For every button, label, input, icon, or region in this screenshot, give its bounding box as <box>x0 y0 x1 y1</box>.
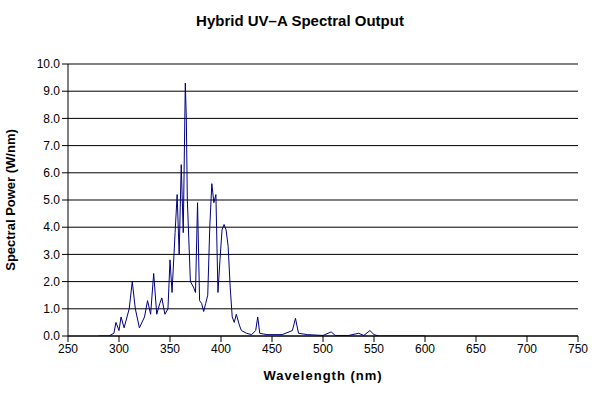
svg-text:550: 550 <box>364 342 384 356</box>
svg-text:400: 400 <box>211 342 231 356</box>
svg-text:500: 500 <box>313 342 333 356</box>
svg-text:1.0: 1.0 <box>43 302 60 316</box>
svg-text:7.0: 7.0 <box>43 139 60 153</box>
svg-text:Spectral Power (W/nm): Spectral Power (W/nm) <box>8 129 18 271</box>
svg-text:4.0: 4.0 <box>43 220 60 234</box>
svg-text:0.0: 0.0 <box>43 329 60 343</box>
svg-text:8.0: 8.0 <box>43 112 60 126</box>
svg-text:10.0: 10.0 <box>37 57 61 71</box>
svg-text:9.0: 9.0 <box>43 84 60 98</box>
svg-text:Wavelength (nm): Wavelength (nm) <box>263 368 382 383</box>
svg-text:3.0: 3.0 <box>43 248 60 262</box>
svg-text:350: 350 <box>160 342 180 356</box>
svg-text:5.0: 5.0 <box>43 193 60 207</box>
html-text:Hybrid UV–A Spectral Output: Hybrid UV–A Spectral Output <box>196 12 404 29</box>
svg-text:750: 750 <box>568 342 588 356</box>
svg-text:6.0: 6.0 <box>43 166 60 180</box>
svg-text:700: 700 <box>517 342 537 356</box>
svg-text:250: 250 <box>58 342 78 356</box>
svg-text:650: 650 <box>466 342 486 356</box>
svg-text:600: 600 <box>415 342 435 356</box>
svg-text:450: 450 <box>262 342 282 356</box>
svg-text:300: 300 <box>109 342 129 356</box>
svg-text:2.0: 2.0 <box>43 275 60 289</box>
